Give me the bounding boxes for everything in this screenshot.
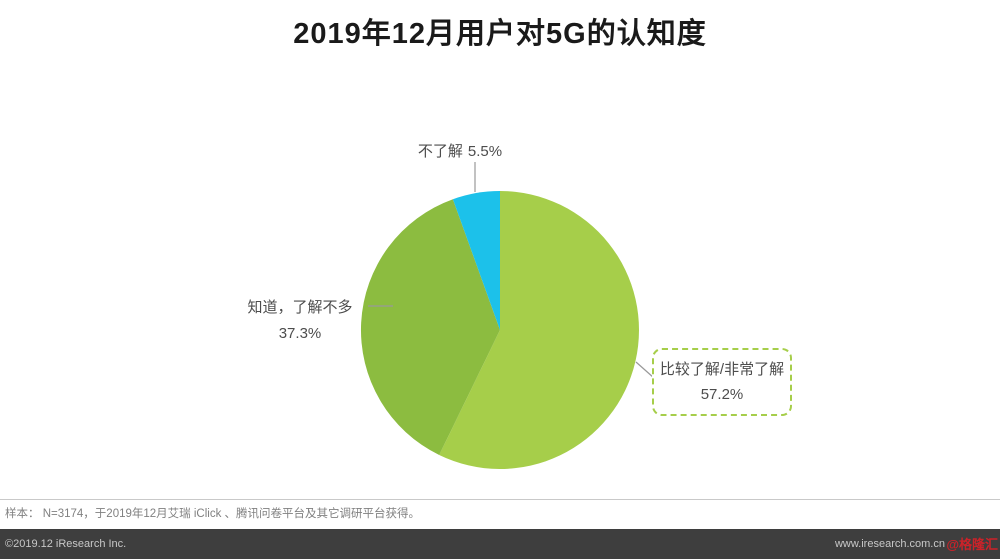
- slice-label-unaware-text: 不了解: [417, 143, 463, 160]
- slice-label-know-little-text: 知道，了解不多: [247, 299, 353, 316]
- slice-label-unaware: 不了解 5.5%: [390, 140, 530, 161]
- bottom-bar: ©2019.12 iResearch Inc. www.iresearch.co…: [0, 529, 1000, 559]
- website-text: www.iresearch.com.cn: [834, 538, 945, 550]
- slice-callout-well-aware-text: 比较了解/非常了解: [659, 361, 785, 378]
- sample-note: 样本： N=3174，于2019年12月艾瑞 iClick 、腾讯问卷平台及其它…: [5, 508, 421, 520]
- slice-callout-well-aware: 比较了解/非常了解 57.2%: [652, 348, 792, 416]
- pie-slices: [360, 190, 639, 469]
- slice-label-know-little-value: 37.3%: [278, 325, 322, 342]
- chart-title: 2019年12月用户对5G的认知度: [293, 18, 707, 50]
- pie-slice-1: [360, 199, 500, 455]
- slice-label-know-little: 知道，了解不多 37.3%: [225, 295, 375, 347]
- leader-line-right: [635, 361, 655, 379]
- copyright-text: ©2019.12 iResearch Inc.: [5, 538, 127, 550]
- watermark: @格隆汇: [946, 537, 998, 552]
- pie-slice-2: [452, 190, 500, 330]
- slice-label-unaware-value: 5.5%: [467, 143, 503, 160]
- slice-callout-well-aware-value: 57.2%: [700, 386, 744, 403]
- footer-divider: [0, 499, 1000, 500]
- pie-slice-0: [439, 191, 639, 469]
